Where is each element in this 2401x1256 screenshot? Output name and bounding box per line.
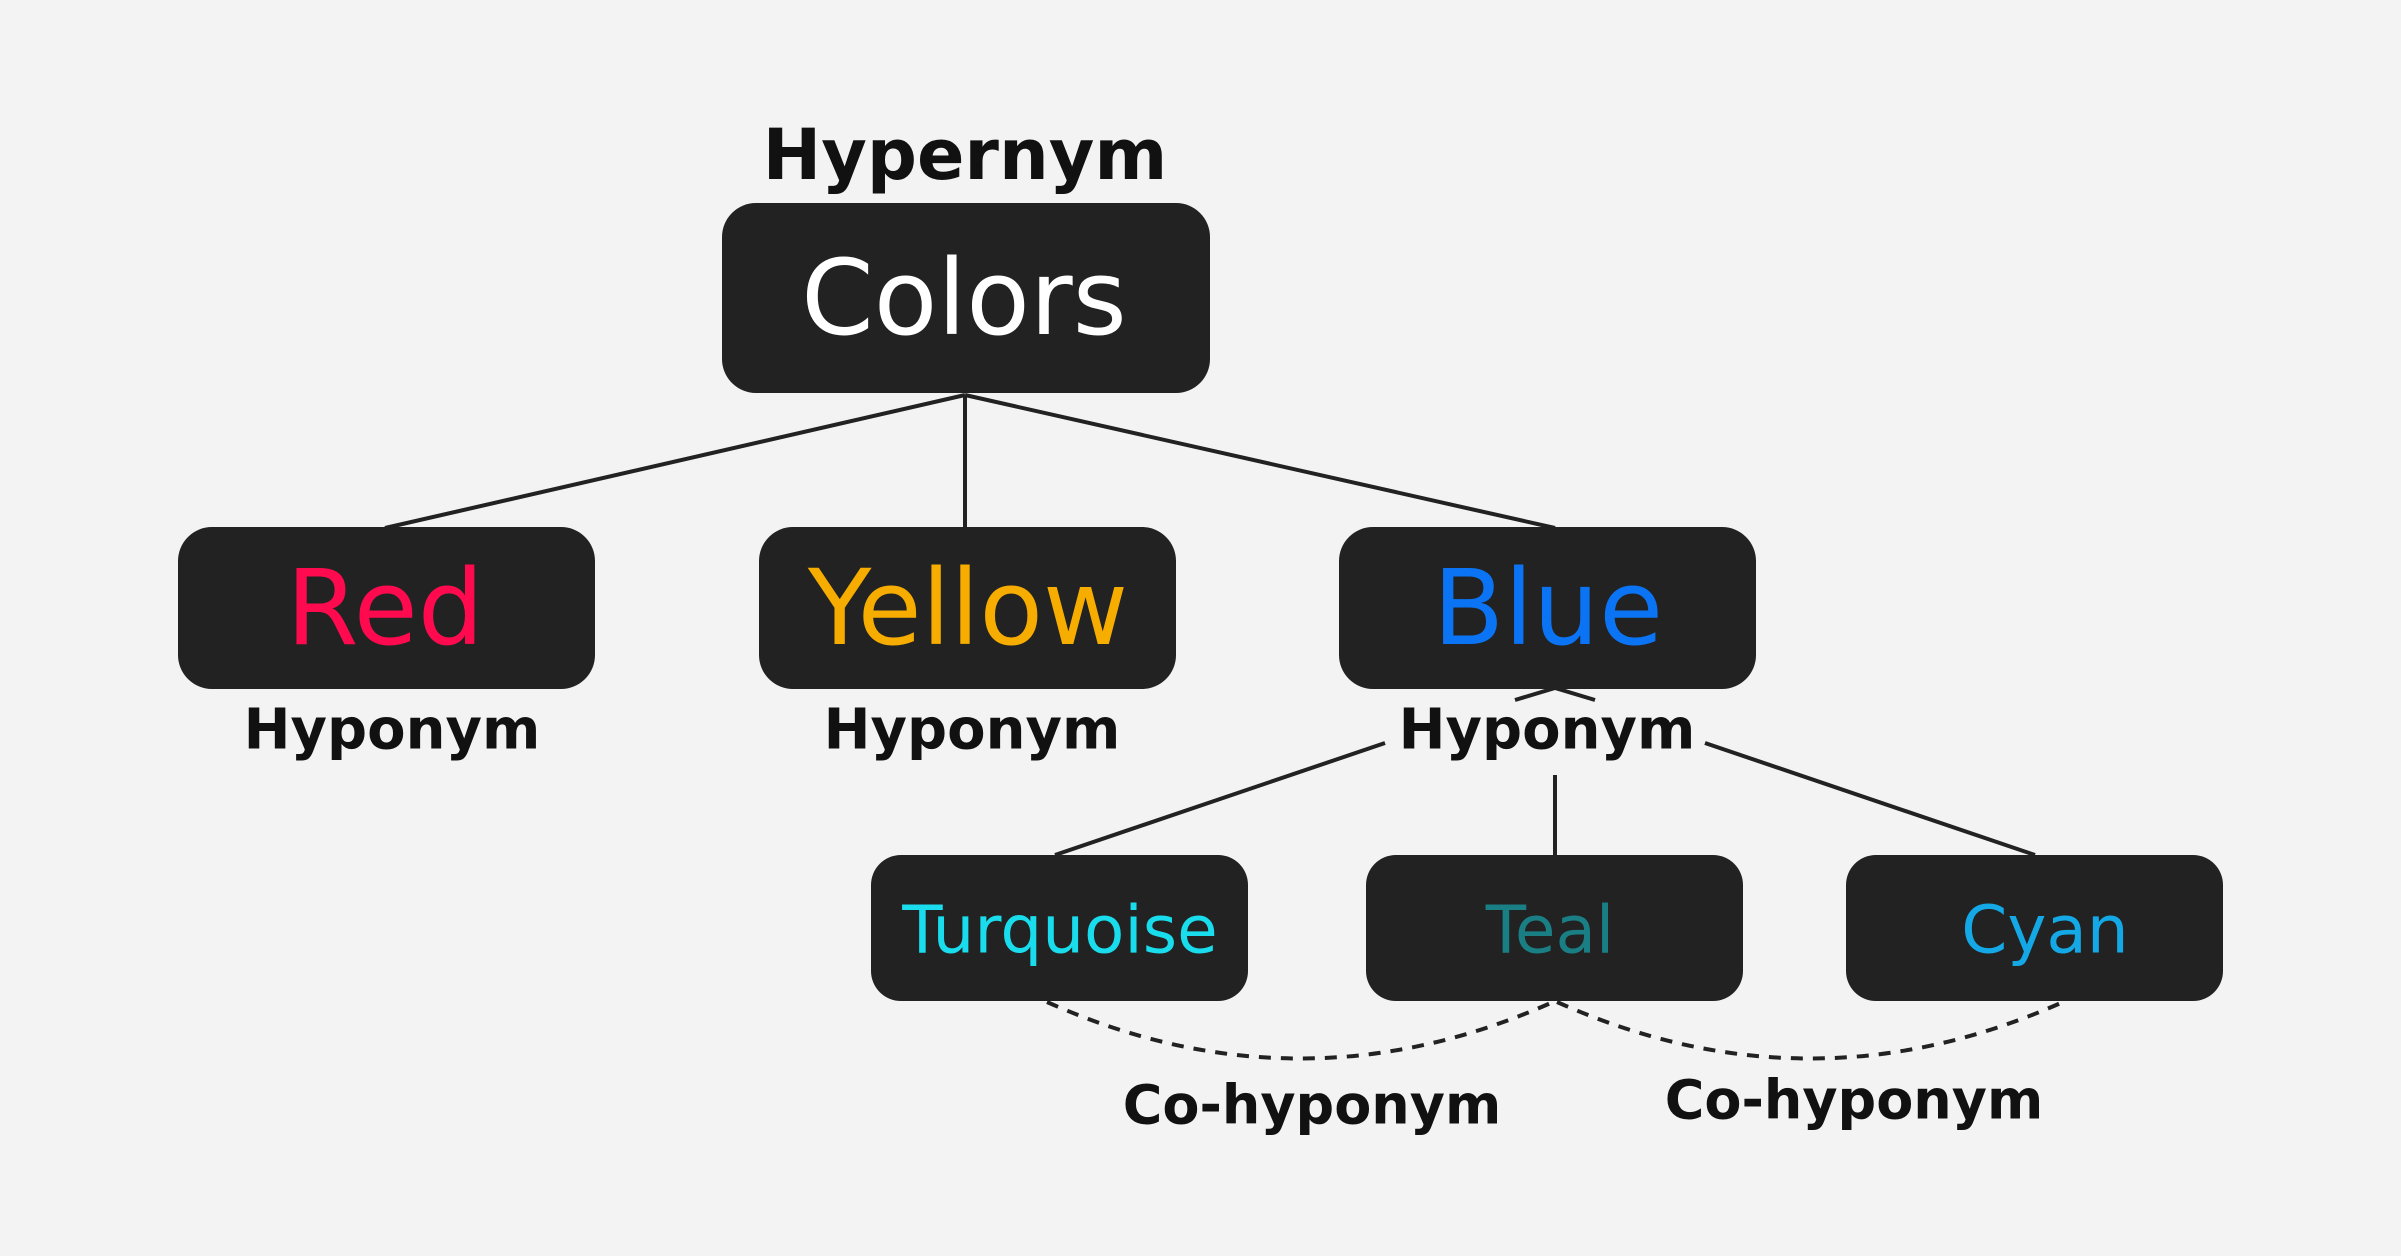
node-cyan-label: Cyan [1961, 892, 2128, 969]
edge-blue-turquoise [1054, 741, 1386, 857]
node-blue-label: Blue [1433, 547, 1663, 669]
node-red-label: Red [286, 547, 484, 669]
node-turquoise: Turquoise [871, 855, 1248, 1001]
node-colors-label: Colors [801, 237, 1127, 359]
node-teal-label: Teal [1485, 892, 1615, 969]
hypernym-label: Hypernym [763, 114, 1168, 196]
co-hyponym-arc-left [1046, 1000, 1554, 1061]
co-hyponym-arc-right [1556, 1000, 2064, 1061]
edge-colors-red [384, 393, 966, 530]
hyponym-label-yellow: Hyponym [824, 698, 1121, 763]
node-blue: Blue [1339, 527, 1756, 689]
node-turquoise-label: Turquoise [901, 892, 1218, 969]
node-yellow: Yellow [759, 527, 1176, 689]
node-teal: Teal [1366, 855, 1743, 1001]
node-colors: Colors [722, 203, 1210, 393]
co-hyponym-label-right: Co-hyponym [1665, 1069, 2043, 1132]
edge-blue-cyan [1704, 741, 2036, 857]
node-red: Red [178, 527, 595, 689]
hyponym-label-red: Hyponym [244, 698, 541, 763]
co-hyponym-label-left: Co-hyponym [1123, 1074, 1501, 1137]
node-cyan: Cyan [1846, 855, 2223, 1001]
hyponym-label-blue: Hyponym [1399, 698, 1696, 763]
edge-colors-blue [964, 393, 1556, 530]
node-yellow-label: Yellow [807, 547, 1128, 669]
